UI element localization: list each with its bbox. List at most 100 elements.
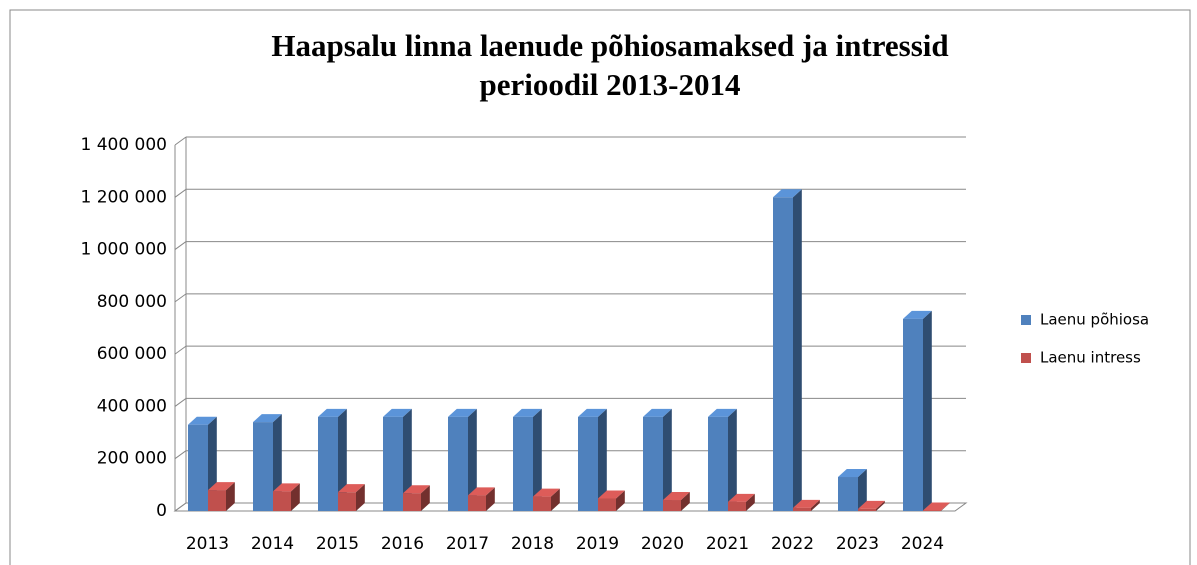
bar <box>318 416 338 511</box>
bar-side <box>486 487 495 511</box>
bar-top <box>643 408 672 417</box>
bar <box>598 498 616 511</box>
x-tick-label: 2014 <box>251 534 294 554</box>
grid-line <box>174 398 187 407</box>
bar-top <box>188 416 217 425</box>
bar-side <box>728 408 737 511</box>
bar-top <box>838 469 867 478</box>
bar-top <box>903 310 932 319</box>
bar <box>208 490 226 511</box>
bar <box>728 501 746 511</box>
bar-side <box>811 499 820 511</box>
bar-top <box>773 189 802 198</box>
bar-side <box>746 493 755 511</box>
bar <box>448 416 468 511</box>
bar <box>273 491 291 511</box>
bar-top <box>468 487 495 496</box>
bar <box>578 416 598 511</box>
bar-side <box>468 408 477 511</box>
bar-side <box>338 408 347 511</box>
bar <box>403 493 421 511</box>
bar <box>383 416 403 511</box>
bar-top <box>513 408 542 417</box>
grid-line <box>174 241 187 250</box>
y-tick-label: 1 200 000 <box>80 187 167 207</box>
x-tick-label: 2024 <box>901 534 944 554</box>
bar-side <box>533 408 542 511</box>
x-tick-label: 2018 <box>511 534 554 554</box>
chart-border <box>9 9 1191 565</box>
x-tick-label: 2019 <box>576 534 619 554</box>
chart-title: Haapsalu linna laenude põhiosamaksed ja … <box>271 28 948 63</box>
x-tick-label: 2016 <box>381 534 424 554</box>
bar-side <box>663 408 672 511</box>
bar-side <box>403 408 412 511</box>
bar-side <box>291 483 300 511</box>
legend-label: Laenu intress <box>1040 349 1141 367</box>
bar-side <box>616 490 625 511</box>
bar-top <box>578 408 607 417</box>
bar-top <box>708 408 737 417</box>
bar-top <box>533 488 560 497</box>
y-tick-label: 1 400 000 <box>80 135 167 155</box>
bar-side <box>598 408 607 511</box>
bar <box>468 495 486 511</box>
bar <box>708 416 728 511</box>
bar-side <box>876 500 885 511</box>
bar-top <box>383 408 412 417</box>
bar <box>643 416 663 511</box>
y-tick-label: 0 <box>156 501 167 521</box>
bar-top <box>598 490 625 499</box>
bar-side <box>551 488 560 511</box>
bar-top <box>208 482 235 491</box>
bar <box>838 477 858 511</box>
bar <box>513 416 533 511</box>
bar <box>773 197 793 512</box>
bar <box>533 496 551 511</box>
y-tick-label: 800 000 <box>97 292 167 312</box>
bar-side <box>793 189 802 512</box>
bar-side <box>858 469 867 511</box>
grid-line <box>174 136 187 146</box>
bar-top <box>273 483 300 492</box>
bar <box>903 318 923 511</box>
bar-top <box>403 485 430 494</box>
bar-side <box>421 485 430 511</box>
bar-top <box>318 408 347 417</box>
x-tick-label: 2017 <box>446 534 489 554</box>
x-tick-label: 2023 <box>836 534 879 554</box>
legend-swatch <box>1021 353 1031 363</box>
y-tick-label: 1 000 000 <box>80 240 167 260</box>
bar-top <box>448 408 477 417</box>
y-tick-label: 600 000 <box>97 344 167 364</box>
grid-line <box>174 188 187 198</box>
bar <box>663 500 681 511</box>
y-tick-label: 400 000 <box>97 396 167 416</box>
bar <box>793 507 811 511</box>
legend-swatch <box>1021 315 1031 325</box>
bar-top <box>858 500 885 509</box>
bar <box>338 492 356 511</box>
bar-side <box>356 484 365 511</box>
x-tick-label: 2021 <box>706 534 749 554</box>
bar-side <box>941 502 950 511</box>
bar-top <box>923 502 950 511</box>
x-tick-label: 2020 <box>641 534 684 554</box>
bar-side <box>923 310 932 511</box>
bar-side <box>681 492 690 511</box>
y-tick-label: 200 000 <box>97 449 167 469</box>
bar-top <box>338 484 365 493</box>
bar <box>923 510 941 511</box>
chart-title: perioodil 2013-2014 <box>480 67 741 102</box>
grid-line <box>174 293 187 303</box>
bar-top <box>663 492 690 501</box>
bar <box>253 422 273 511</box>
grid-line <box>174 345 187 355</box>
x-tick-label: 2015 <box>316 534 359 554</box>
floor <box>173 502 968 512</box>
bar-top <box>728 493 755 502</box>
x-tick-label: 2013 <box>186 534 229 554</box>
bar-top <box>253 414 282 423</box>
x-tick-label: 2022 <box>771 534 814 554</box>
